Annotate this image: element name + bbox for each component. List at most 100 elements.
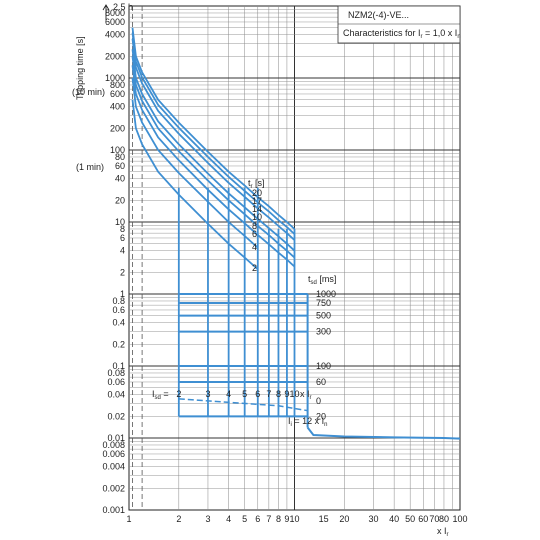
- tsd-value-label: 60: [316, 377, 326, 387]
- y-tick-label: 4000: [105, 30, 125, 40]
- tsd-value-label: 300: [316, 327, 331, 337]
- min-trip-dashed: [178, 398, 308, 412]
- y-tick-label: 800: [110, 80, 125, 90]
- y-tick-label: 0.008: [102, 440, 125, 450]
- y-tick-label: 200: [110, 123, 125, 133]
- y-tick-label: 80: [115, 152, 125, 162]
- y-tick-label: 0.004: [102, 462, 125, 472]
- isd-value-label: 8: [276, 389, 281, 399]
- x-tick-label: 50: [405, 514, 415, 524]
- isd-value-label: 5: [242, 389, 247, 399]
- y-axis-label-1min: (1 min): [76, 162, 104, 172]
- tr-value-label: 20: [252, 188, 262, 198]
- x-tick-label: 9: [284, 514, 289, 524]
- y-tick-label: 0.1: [112, 361, 125, 371]
- ii-label: Ii = 12 x In: [288, 416, 327, 428]
- x-tick-label: 10: [289, 514, 299, 524]
- y-tick-label: 0.02: [107, 411, 125, 421]
- y-tick-label: 0.8: [112, 296, 125, 306]
- y-axis-label-10min: (10 min): [72, 87, 105, 97]
- tr-curve-14: [131, 38, 296, 241]
- x-tick-label: 8: [276, 514, 281, 524]
- x-tick-label: 5: [242, 514, 247, 524]
- y-tick-label: 10: [115, 217, 125, 227]
- tsd-value-label: 1000: [316, 289, 336, 299]
- y-tick-label: 0.4: [112, 318, 125, 328]
- x-tick-label: 20: [339, 514, 349, 524]
- y-tick-label: 0.002: [102, 483, 125, 493]
- isd-value-label: 7: [266, 389, 271, 399]
- y-tick-label: 600: [110, 89, 125, 99]
- y-tick-label: 1: [120, 289, 125, 299]
- y-tick-label: 400: [110, 102, 125, 112]
- y-tick-label: 4: [120, 246, 125, 256]
- header-box: [337, 5, 461, 44]
- tsd-value-label: 20: [316, 411, 326, 421]
- y-tick-label: 8000: [105, 8, 125, 18]
- instantaneous-curve: [306, 426, 461, 440]
- y-axis-arrow: [102, 4, 110, 20]
- isd-value-label: 6: [255, 389, 260, 399]
- tr-curve-4: [131, 77, 259, 249]
- header-characteristics: Characteristics for Ir = 1,0 x In: [343, 28, 461, 40]
- y-tick-label: 0.6: [112, 305, 125, 315]
- tr-value-label: 4: [252, 242, 257, 252]
- tr-value-label: 17: [252, 196, 262, 206]
- y-tick-label: 0.001: [102, 505, 125, 515]
- y-tick-label: 20: [115, 195, 125, 205]
- x-tick-labels: 1 2 3 4 5 6 7 8 9 10 15 20 30 40 50 60 70 80 100: [126, 514, 467, 524]
- x-tick-label: 1: [126, 514, 131, 524]
- x-tick-label: 3: [205, 514, 210, 524]
- y-tick-label: 0.04: [107, 390, 125, 400]
- y-tick-label: 2000: [105, 51, 125, 61]
- x-tick-label: 2: [176, 514, 181, 524]
- x-tick-label: 100: [452, 514, 467, 524]
- x-axis-label: x Ir: [437, 526, 449, 538]
- curves: [131, 27, 461, 440]
- y-tick-label: 0.2: [112, 339, 125, 349]
- y-tick-label: 6000: [105, 17, 125, 27]
- y-tick-label: 40: [115, 174, 125, 184]
- x-tick-label: 30: [368, 514, 378, 524]
- tr-value-label: 2: [252, 263, 257, 273]
- y-tick-label: 100: [110, 145, 125, 155]
- isd-value-label: 3: [205, 389, 210, 399]
- tsd-value-label: 0: [316, 396, 321, 406]
- tr-curve-20: [131, 27, 296, 230]
- isd-legend-title: Isd =: [152, 389, 169, 401]
- y-tick-label: 0.06: [107, 377, 125, 387]
- tsd-value-label: 100: [316, 361, 331, 371]
- y-axis-label-2-5h: 2.5 h: [113, 2, 133, 12]
- x-tick-label: 70: [429, 514, 439, 524]
- y-tick-label: 0.08: [107, 368, 125, 378]
- y-tick-label: 6: [120, 233, 125, 243]
- isd-value-label: 9: [284, 389, 289, 399]
- header-product: NZM2(-4)-VE...: [348, 10, 409, 20]
- isd-value-label: 2: [176, 389, 181, 399]
- tr-value-label: 10: [252, 212, 262, 222]
- y-tick-label: 8: [120, 224, 125, 234]
- y-tick-label: 0.006: [102, 449, 125, 459]
- x-tick-label: 40: [389, 514, 399, 524]
- x-tick-label: 15: [319, 514, 329, 524]
- y-tick-label: 1000: [105, 73, 125, 83]
- tsd-value-label: 750: [316, 298, 331, 308]
- x-tick-label: 6: [255, 514, 260, 524]
- x-tick-label: 60: [418, 514, 428, 524]
- tr-value-label: 6: [252, 229, 257, 239]
- x-tick-label: 4: [226, 514, 231, 524]
- y-tick-label: 60: [115, 161, 125, 171]
- y-tick-label: 0.01: [107, 433, 125, 443]
- tr-value-label: 14: [252, 204, 262, 214]
- x-tick-label: 7: [266, 514, 271, 524]
- isd-value-label: 4: [226, 389, 231, 399]
- tr-value-label: 8: [252, 221, 257, 231]
- tsd-legend-title: tsd [ms]: [308, 274, 336, 286]
- tr-curve-17: [131, 32, 296, 235]
- y-tick-label: 2: [120, 267, 125, 277]
- isd-x-ir-label: x Ir: [300, 389, 312, 401]
- tr-legend-title: tr [s]: [248, 178, 265, 190]
